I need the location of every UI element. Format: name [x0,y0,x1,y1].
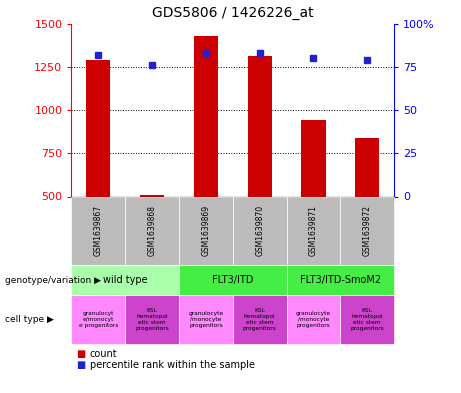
Bar [194,36,218,197]
Text: KSL
hematopoi
etic stem
progenitors: KSL hematopoi etic stem progenitors [350,308,384,331]
Text: GSM1639868: GSM1639868 [148,206,157,256]
Bar [355,138,379,196]
Bar [248,57,272,196]
Text: FLT3/ITD: FLT3/ITD [212,275,254,285]
Bar [140,195,164,196]
Text: KSL
hematopoi
etic stem
progenitors: KSL hematopoi etic stem progenitors [243,308,277,331]
Text: granulocyte
/monocyte
progenitors: granulocyte /monocyte progenitors [296,311,331,328]
Text: cell type ▶: cell type ▶ [5,315,53,324]
Bar [86,60,111,196]
Text: percentile rank within the sample: percentile rank within the sample [90,360,255,371]
Text: granulocyte
/monocyte
progenitors: granulocyte /monocyte progenitors [189,311,224,328]
Text: ■: ■ [76,349,85,359]
Text: GSM1639870: GSM1639870 [255,205,264,257]
Text: GSM1639871: GSM1639871 [309,206,318,256]
Text: genotype/variation ▶: genotype/variation ▶ [5,275,100,285]
Text: GSM1639872: GSM1639872 [363,206,372,256]
Bar [301,120,325,196]
Text: count: count [90,349,118,359]
Text: ■: ■ [76,360,85,371]
Text: GSM1639867: GSM1639867 [94,205,103,257]
Text: GSM1639869: GSM1639869 [201,205,210,257]
Title: GDS5806 / 1426226_at: GDS5806 / 1426226_at [152,6,313,20]
Text: KSL
hematopoi
etic stem
progenitors: KSL hematopoi etic stem progenitors [135,308,169,331]
Text: wild type: wild type [103,275,148,285]
Text: FLT3/ITD-SmoM2: FLT3/ITD-SmoM2 [300,275,381,285]
Text: granulocyt
e/monocyt
e progenitors: granulocyt e/monocyt e progenitors [79,311,118,328]
